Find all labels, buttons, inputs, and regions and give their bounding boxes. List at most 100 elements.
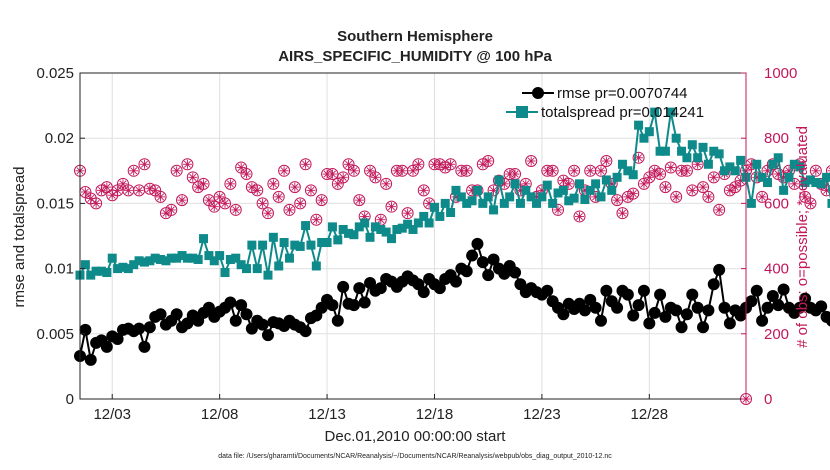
rmse-point <box>79 323 92 336</box>
rmse-point <box>815 300 828 313</box>
spread-point <box>80 260 90 270</box>
spread-point <box>548 198 558 208</box>
spread-point <box>703 159 713 169</box>
spread-point <box>677 146 687 156</box>
obs-evaluated-star-ray <box>688 186 696 194</box>
spread-point <box>623 166 633 176</box>
rmse-point <box>224 296 237 309</box>
obs-count-point <box>573 210 586 223</box>
y-tick-label-right: 200 <box>764 326 789 343</box>
legend: rmse pr=0.0070744 totalspread pr=0.01424… <box>506 85 704 121</box>
spread-point <box>639 133 649 143</box>
rmse-point <box>680 308 693 321</box>
y-tick-label: 0.01 <box>45 261 74 278</box>
rmse-point <box>487 253 500 266</box>
spread-point <box>505 192 515 202</box>
spread-point <box>392 224 402 234</box>
obs-evaluated-star-ray <box>130 167 138 175</box>
obs-count-point <box>294 197 307 210</box>
spread-point <box>258 240 268 250</box>
obs-count-point <box>219 197 232 210</box>
rmse-point <box>686 288 699 301</box>
obs-evaluated-star-ray <box>388 203 396 211</box>
obs-count-point <box>90 197 103 210</box>
rmse-point <box>578 304 591 317</box>
rmse-point <box>557 308 570 321</box>
obs-possible-circle <box>594 164 607 177</box>
spread-point <box>370 222 380 232</box>
obs-possible-circle <box>224 177 237 190</box>
obs-evaluated-star-ray <box>226 180 234 188</box>
obs-possible-circle <box>138 158 151 171</box>
obs-count-point <box>127 164 140 177</box>
spread-point <box>795 162 805 172</box>
obs-count-point <box>385 200 398 213</box>
obs-count-point <box>664 161 677 174</box>
spread-point <box>532 198 542 208</box>
spread-point <box>446 208 456 218</box>
obs-possible-circle <box>299 158 312 171</box>
rmse-point <box>229 314 242 327</box>
obs-possible-circle <box>165 203 178 216</box>
obs-possible-circle <box>670 190 683 203</box>
chart-subtitle: AIRS_SPECIFIC_HUMIDITY @ 100 hPa <box>278 48 552 65</box>
obs-possible-circle <box>820 184 830 197</box>
rmse-point <box>100 340 113 353</box>
obs-count-point <box>337 171 350 184</box>
obs-evaluated-star-ray <box>790 180 798 188</box>
spread-point <box>403 219 413 229</box>
spread-point <box>628 170 638 180</box>
obs-evaluated-star-ray <box>618 209 626 217</box>
spread-point <box>553 188 563 198</box>
rmse-point <box>256 318 269 331</box>
obs-evaluated-star-ray <box>575 212 584 220</box>
obs-possible-circle <box>219 197 232 210</box>
spread-point <box>757 172 767 182</box>
spread-point <box>327 222 337 232</box>
obs-possible-circle <box>444 158 457 171</box>
obs-count-point <box>138 158 151 171</box>
spread-point <box>805 175 815 185</box>
obs-evaluated-star-ray <box>92 199 100 207</box>
spread-point <box>499 198 509 208</box>
obs-possible-circle <box>347 164 360 177</box>
spread-point <box>494 175 504 185</box>
obs-possible-circle <box>616 207 629 220</box>
rmse-point <box>793 301 806 314</box>
spread-point <box>317 238 327 248</box>
spread-point <box>709 146 719 156</box>
obs-evaluated-star-ray <box>151 186 159 194</box>
obs-evaluated-star-ray <box>339 173 347 181</box>
obs-count-point <box>288 181 301 194</box>
obs-count-markers <box>74 151 830 405</box>
spread-point <box>521 185 531 195</box>
spread-point <box>231 253 241 263</box>
obs-evaluated-star-ray <box>511 170 519 178</box>
obs-possible-circle <box>401 207 414 220</box>
obs-count-point <box>611 194 624 207</box>
obs-possible-circle <box>380 177 393 190</box>
series-lines <box>74 107 830 366</box>
obs-possible-circle <box>90 197 103 210</box>
x-tick-label: 12/03 <box>93 406 131 423</box>
obs-evaluated-star-ray <box>302 160 310 168</box>
obs-count-point <box>197 177 210 190</box>
spread-point <box>575 179 584 189</box>
obs-evaluated-star-ray <box>624 193 632 201</box>
spread-point <box>284 253 294 263</box>
spread-point <box>762 178 772 188</box>
x-tick-label: 12/18 <box>416 406 454 423</box>
obs-count-point <box>686 184 699 197</box>
spread-point <box>322 238 332 248</box>
obs-evaluated-star-ray <box>635 154 643 162</box>
obs-evaluated-star-ray <box>350 167 358 175</box>
obs-count-point <box>278 164 291 177</box>
obs-evaluated-star-ray <box>307 186 315 194</box>
rmse-point <box>718 301 731 314</box>
spread-point <box>295 241 305 251</box>
obs-evaluated-star-ray <box>296 199 304 207</box>
obs-evaluated-star-ray <box>173 167 181 175</box>
obs-evaluated-star-ray <box>699 183 707 191</box>
rmse-point <box>643 317 656 330</box>
spread-point <box>225 254 235 264</box>
